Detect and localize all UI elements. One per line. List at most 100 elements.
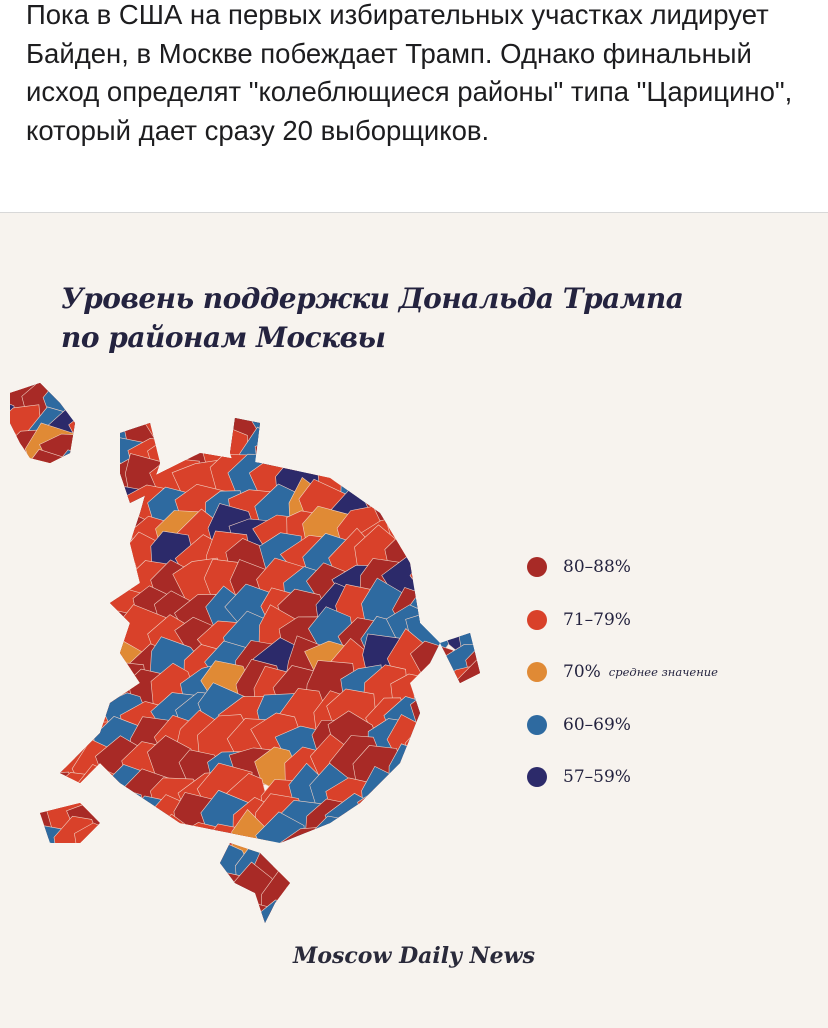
legend-label: 57–59%: [563, 767, 631, 788]
district: [435, 383, 480, 412]
district: [17, 638, 69, 691]
district: [182, 383, 230, 430]
district: [460, 453, 480, 505]
district: [460, 483, 480, 526]
district: [438, 406, 480, 448]
district: [10, 897, 22, 923]
district: [333, 427, 385, 474]
district: [151, 837, 203, 899]
district: [10, 664, 17, 719]
district: [407, 818, 457, 865]
district: [175, 870, 232, 923]
district: [10, 562, 18, 614]
district: [20, 685, 72, 741]
district: [10, 583, 19, 640]
district: [417, 383, 465, 413]
district: [45, 555, 94, 608]
district: [439, 482, 480, 540]
district: [26, 592, 73, 639]
legend-dot: [527, 662, 547, 683]
district: [299, 383, 352, 410]
district: [28, 527, 73, 579]
district: [147, 383, 202, 407]
district: [465, 853, 480, 898]
legend-dot: [527, 609, 547, 630]
district: [379, 429, 437, 480]
district: [410, 683, 460, 742]
district: [411, 502, 467, 562]
district: [10, 738, 49, 792]
district: [336, 403, 386, 449]
district: [407, 400, 461, 452]
legend-dot: [527, 557, 547, 578]
district: [436, 788, 480, 841]
district: [252, 383, 304, 415]
district: [436, 690, 480, 747]
district: [10, 508, 19, 555]
legend-note: среднее значение: [608, 665, 718, 680]
district: [46, 618, 102, 665]
district: [384, 383, 436, 400]
district: [328, 815, 377, 873]
district: [463, 590, 480, 637]
district: [72, 383, 120, 405]
district: [22, 563, 81, 614]
map-legend: 80–88% 71–79% 70% среднее значение 60–69%…: [527, 541, 718, 804]
legend-dot: [527, 767, 547, 788]
district: [46, 585, 95, 645]
legend-item-70: 70% среднее значение: [527, 646, 718, 699]
district: [464, 383, 480, 429]
district: [74, 483, 120, 538]
legend-dot: [527, 714, 547, 735]
district: [155, 383, 211, 425]
district: [10, 395, 18, 455]
district: [70, 875, 121, 919]
moscow-district-map: [10, 383, 480, 923]
district: [435, 739, 480, 795]
district: [74, 822, 121, 874]
district: [312, 402, 354, 455]
legend-label: 60–69%: [563, 714, 631, 735]
district: [14, 477, 76, 534]
district: [440, 458, 480, 517]
map-title-line-1: Уровень поддержки Дональда Трампа: [61, 282, 684, 315]
district: [10, 475, 47, 531]
legend-item-80-88: 80–88%: [527, 541, 718, 594]
district: [463, 685, 480, 739]
district: [405, 873, 464, 923]
district: [19, 661, 79, 721]
legend-item-71-79: 71–79%: [527, 594, 718, 647]
district: [48, 899, 106, 923]
district: [18, 616, 76, 665]
district: [278, 403, 324, 453]
district: [413, 792, 467, 848]
district: [10, 872, 40, 923]
district: [10, 719, 21, 773]
post-text: Пока в США на первых избирательных участ…: [26, 0, 793, 146]
district: [426, 863, 479, 914]
district: [407, 383, 468, 434]
district: [435, 559, 480, 605]
district: [82, 531, 126, 583]
infographic-image[interactable]: Уровень поддержки Дональда Трампа по рай…: [0, 212, 828, 1028]
district: [458, 766, 480, 818]
district: [435, 534, 480, 587]
district: [417, 744, 465, 794]
district: [427, 827, 480, 874]
district: [408, 457, 460, 501]
district: [10, 689, 47, 746]
district: [54, 874, 101, 923]
district: [180, 847, 225, 896]
district: [359, 383, 412, 426]
district: [10, 505, 46, 556]
district: [10, 464, 44, 510]
district: [338, 383, 387, 426]
district: [10, 539, 52, 588]
district: [105, 788, 146, 841]
district: [440, 716, 480, 766]
district: [417, 536, 466, 592]
district: [10, 745, 20, 796]
legend-label: 71–79%: [563, 609, 631, 630]
district: [10, 867, 24, 923]
district: [444, 505, 480, 564]
